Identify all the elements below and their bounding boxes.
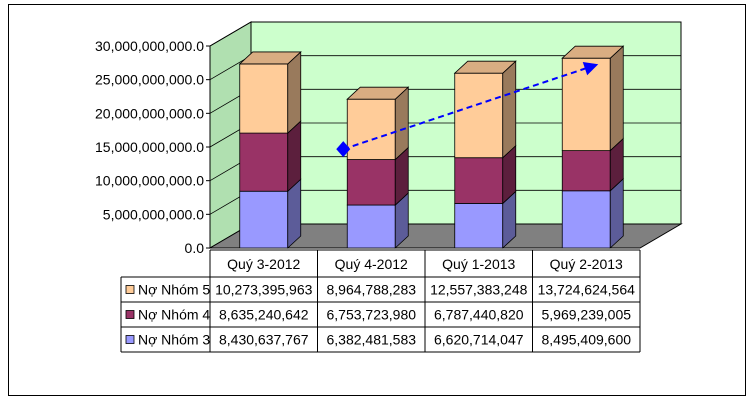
y-tick-label: 25,000,000,000.0 bbox=[95, 72, 204, 88]
bar-segment-3-front bbox=[346, 204, 396, 249]
legend-label: Nợ Nhóm 3 bbox=[138, 332, 210, 348]
trend-arrowhead bbox=[582, 61, 599, 76]
y-axis-ticks: 0.0 5,000,000,000.0 10,000,000,000.0 15,000… bbox=[95, 38, 211, 256]
x-category-label: Quý 2-2013 bbox=[550, 256, 623, 272]
bar-segment-4-front bbox=[346, 159, 396, 206]
data-table: Quý 3-2012 Quý 4-2012 Quý 1-2013 Quý 2-2013… bbox=[120, 249, 641, 353]
data-cell: 5,969,239,005 bbox=[541, 307, 631, 323]
data-cell: 6,753,723,980 bbox=[326, 307, 416, 323]
trend-start-marker bbox=[336, 141, 351, 158]
y-tick-label: 5,000,000,000.0 bbox=[103, 206, 204, 222]
bar-segment-5-front bbox=[454, 72, 504, 159]
data-cell: 6,787,440,820 bbox=[434, 307, 524, 323]
x-category-label: Quý 3-2012 bbox=[227, 256, 300, 272]
bar-segment-5-front bbox=[239, 63, 289, 134]
bar-segment-3-front bbox=[454, 203, 504, 249]
data-cell: 8,964,788,283 bbox=[326, 282, 416, 298]
y-tick-label: 15,000,000,000.0 bbox=[95, 139, 204, 155]
legend-label: Nợ Nhóm 5 bbox=[138, 282, 210, 298]
y-tick-label: 30,000,000,000.0 bbox=[95, 38, 204, 54]
data-cell: 8,430,637,767 bbox=[219, 332, 309, 348]
bar-segment-side bbox=[502, 60, 517, 159]
bar-segment-5-front bbox=[346, 98, 396, 160]
legend-label: Nợ Nhóm 4 bbox=[138, 307, 210, 323]
bar-top bbox=[561, 45, 625, 59]
y-tick-label: 10,000,000,000.0 bbox=[95, 173, 204, 189]
bar-segment-side bbox=[394, 86, 409, 161]
bar-segment-4-front bbox=[561, 150, 611, 192]
bar-segment-4-front bbox=[239, 132, 289, 192]
bar-segment-3-front bbox=[561, 190, 611, 249]
bar-top bbox=[238, 51, 302, 65]
data-cell: 13,724,624,564 bbox=[538, 282, 636, 298]
bar-stacks bbox=[238, 45, 625, 249]
x-category-label: Quý 1-2013 bbox=[442, 256, 515, 272]
x-category-label: Quý 4-2012 bbox=[335, 256, 408, 272]
bar-top bbox=[453, 60, 517, 74]
y-tick-label: 20,000,000,000.0 bbox=[95, 105, 204, 121]
gridline bbox=[209, 21, 681, 47]
y-tick-label: 0.0 bbox=[185, 240, 205, 256]
data-cell: 8,495,409,600 bbox=[541, 332, 631, 348]
bar-segment-5-front bbox=[561, 57, 611, 152]
bar-segment-side bbox=[287, 51, 302, 135]
legend-key bbox=[125, 285, 135, 294]
trend-line bbox=[342, 63, 599, 151]
data-cell: 8,635,240,642 bbox=[219, 307, 309, 323]
bar-segment-side bbox=[609, 45, 624, 152]
bar-top bbox=[346, 86, 410, 100]
legend-key bbox=[125, 335, 135, 344]
data-cell: 12,557,383,248 bbox=[430, 282, 528, 298]
data-cell: 6,620,714,047 bbox=[434, 332, 524, 348]
bar-segment-3-front bbox=[239, 190, 289, 249]
data-cell: 6,382,481,583 bbox=[326, 332, 416, 348]
trend-arrow bbox=[336, 61, 599, 158]
bar-segment-4-front bbox=[454, 157, 504, 204]
legend-key bbox=[125, 310, 135, 319]
data-cell: 10,273,395,963 bbox=[215, 282, 313, 298]
